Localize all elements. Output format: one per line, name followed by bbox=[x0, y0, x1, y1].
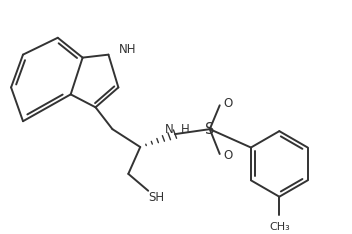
Text: O: O bbox=[223, 150, 232, 162]
Text: H: H bbox=[181, 123, 190, 136]
Text: N: N bbox=[165, 123, 174, 136]
Text: O: O bbox=[223, 97, 232, 110]
Text: NH: NH bbox=[118, 43, 136, 56]
Text: SH: SH bbox=[148, 191, 164, 204]
Text: S: S bbox=[205, 122, 214, 137]
Text: CH₃: CH₃ bbox=[269, 222, 290, 231]
